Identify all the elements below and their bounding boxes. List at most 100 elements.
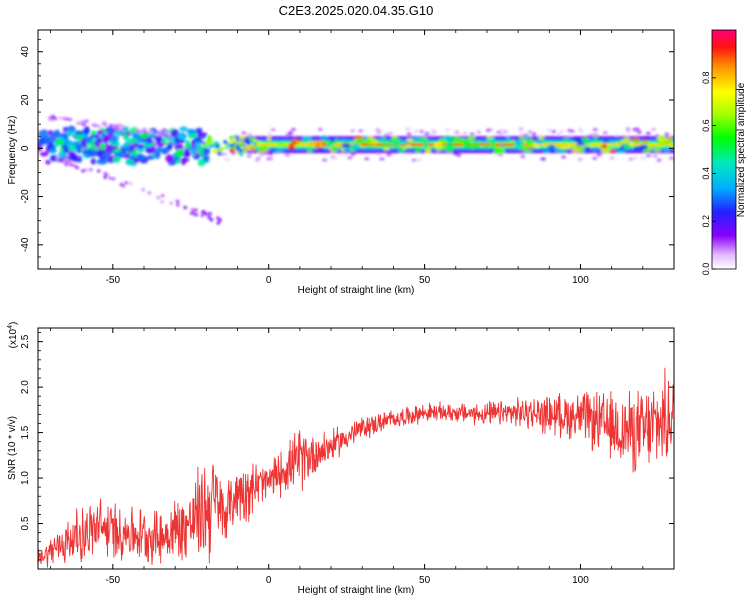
band-speck — [601, 143, 608, 149]
trail-blob — [63, 158, 68, 162]
band-halo — [645, 131, 651, 135]
scatter-hotspot — [193, 134, 198, 138]
band-speck — [505, 137, 511, 141]
band-speck — [610, 141, 616, 144]
band-speck — [341, 143, 352, 148]
scatter-blob — [101, 159, 109, 165]
band-speck — [406, 138, 414, 142]
band-speck — [554, 146, 560, 153]
trail-blob — [84, 168, 88, 172]
scatter-blob — [136, 154, 146, 160]
band-speck — [509, 139, 516, 144]
band-halo — [498, 132, 504, 136]
scatter-blob — [121, 143, 130, 149]
scatter-blob — [173, 137, 181, 145]
scatter-hotspot — [138, 132, 143, 137]
band-halo — [556, 132, 562, 136]
band-halo — [241, 131, 247, 135]
band-halo — [246, 132, 252, 136]
band-speck — [576, 140, 584, 144]
band-speck — [602, 147, 612, 153]
transition-blob — [242, 149, 247, 154]
band-halo — [230, 151, 236, 155]
trail-blob — [103, 172, 107, 176]
band-speck — [559, 146, 568, 150]
scatter-blob — [77, 133, 83, 142]
scatter-hotspot — [185, 139, 190, 143]
band-speck — [543, 149, 551, 154]
trail-blob — [156, 196, 161, 200]
band-halo — [444, 128, 450, 132]
band-halo — [540, 157, 546, 161]
band-halo — [343, 152, 349, 156]
band-speck — [317, 147, 325, 152]
band-speck — [627, 141, 635, 145]
y-tick-label: 20 — [20, 94, 31, 106]
scatter-hotspot — [129, 152, 134, 156]
band-halo — [664, 132, 670, 136]
band-halo — [523, 133, 529, 137]
band-speck — [315, 140, 324, 144]
scatter-blob — [115, 131, 123, 136]
band-halo — [520, 155, 526, 159]
transition-blob — [213, 141, 219, 146]
spectrogram-x-label: Height of straight line (km) — [298, 285, 415, 296]
trail-blob — [163, 134, 169, 138]
band-halo — [628, 157, 634, 161]
scatter-hotspot — [54, 143, 59, 148]
band-halo — [322, 158, 328, 162]
band-speck — [278, 142, 283, 148]
trail-blob — [108, 176, 113, 180]
scatter-hotspot — [164, 131, 169, 135]
trail-blob — [189, 211, 194, 215]
band-speck — [393, 143, 399, 147]
scatter-blob — [74, 130, 84, 135]
band-halo — [456, 134, 462, 138]
band-speck — [307, 141, 317, 147]
band-speck — [423, 143, 429, 149]
trail-blob — [176, 203, 180, 207]
scatter-hotspot — [178, 135, 183, 139]
figure-title: C2E3.2025.020.04.35.G10 — [279, 3, 434, 18]
trail-blob — [102, 123, 108, 127]
scatter-hotspot — [150, 142, 155, 146]
band-halo — [454, 130, 460, 134]
scatter-blob — [62, 126, 69, 133]
scatter-hotspot — [81, 134, 86, 138]
x-tick-label: 100 — [572, 275, 589, 286]
transition-blob — [213, 148, 218, 153]
band-speck — [344, 148, 350, 153]
x-tick-label: 0 — [266, 575, 272, 586]
scatter-hotspot — [98, 134, 103, 138]
y-tick-label: 1.0 — [20, 471, 31, 485]
transition-blob — [239, 152, 244, 157]
band-halo — [652, 154, 658, 158]
colorbar-tick-label: 0.6 — [701, 119, 711, 132]
scatter-blob — [165, 154, 174, 163]
trail-blob — [108, 123, 114, 127]
scatter-blob — [165, 136, 175, 142]
band-speck — [405, 144, 412, 148]
band-halo — [347, 156, 353, 160]
band-speck — [331, 145, 339, 152]
band-halo — [640, 156, 646, 160]
scatter-blob — [60, 133, 70, 139]
transition-blob — [238, 143, 244, 148]
band-halo — [656, 158, 662, 162]
transition-blob — [208, 144, 213, 149]
trail-blob — [138, 130, 144, 134]
transition-blob — [232, 145, 237, 150]
band-speck — [623, 144, 630, 150]
trail-blob — [48, 118, 54, 122]
transition-blob — [215, 144, 220, 149]
scatter-hotspot — [164, 141, 169, 146]
trail-blob — [200, 214, 204, 218]
band-halo — [332, 156, 338, 160]
band-speck — [616, 150, 625, 154]
trail-blob — [121, 184, 126, 188]
band-halo — [602, 131, 608, 135]
transition-blob — [217, 151, 222, 156]
trail-blob — [183, 206, 188, 210]
trail-blob — [82, 119, 88, 123]
